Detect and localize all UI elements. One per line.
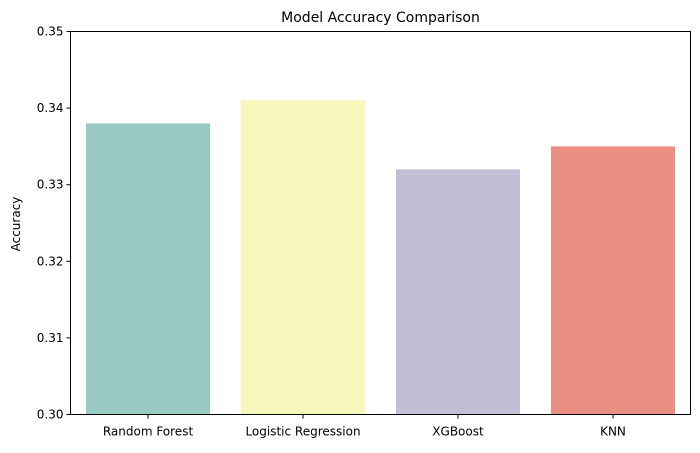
y-tick-label: 0.33 <box>37 178 64 192</box>
bars-layer <box>86 100 675 415</box>
bar-logistic-regression <box>241 100 365 415</box>
bar-xgboost <box>396 169 520 415</box>
chart-title: Model Accuracy Comparison <box>281 10 480 26</box>
y-tick-label: 0.35 <box>37 25 64 39</box>
y-tick-label: 0.31 <box>37 331 64 345</box>
y-tick-label: 0.34 <box>37 101 64 115</box>
y-axis-ticks: 0.30 0.31 0.32 0.33 0.34 0.35 <box>37 25 71 422</box>
y-axis-label: Accuracy <box>9 197 23 252</box>
x-tick-label: KNN <box>600 425 626 439</box>
bar-random-forest <box>86 123 210 415</box>
x-tick-label: Logistic Regression <box>245 425 360 439</box>
bar-knn <box>551 146 675 415</box>
y-tick-label: 0.32 <box>37 254 64 268</box>
x-tick-label: XGBoost <box>432 425 484 439</box>
y-tick-label: 0.30 <box>37 408 64 422</box>
plot-frame <box>70 31 691 415</box>
x-axis-ticks: Random Forest Logistic Regression XGBoost K… <box>103 414 626 439</box>
x-tick-label: Random Forest <box>103 425 194 439</box>
